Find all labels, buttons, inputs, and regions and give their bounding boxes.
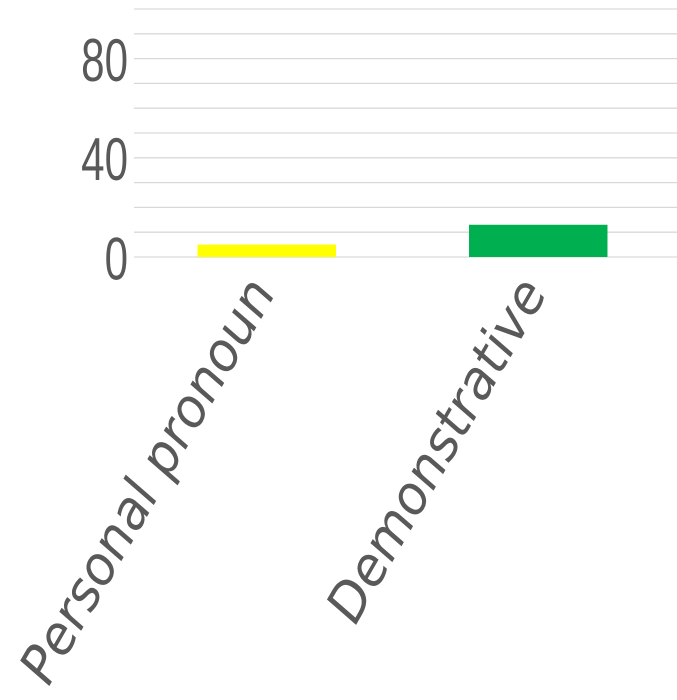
bar-demonstrative xyxy=(469,224,608,257)
bars xyxy=(197,224,608,257)
y-tick-label: 40 xyxy=(81,127,128,194)
y-tick-label: 0 xyxy=(105,226,128,293)
x-category-label: Demonstrative xyxy=(315,269,560,633)
bar-personal-pronoun xyxy=(197,244,336,257)
x-category-label: Personal pronoun xyxy=(8,269,288,694)
x-axis-categories: Personal pronoun Demonstrative xyxy=(8,269,560,694)
gridlines xyxy=(134,8,677,258)
y-axis-ticks: 0 40 80 xyxy=(81,28,128,294)
y-tick-label: 80 xyxy=(81,28,128,95)
